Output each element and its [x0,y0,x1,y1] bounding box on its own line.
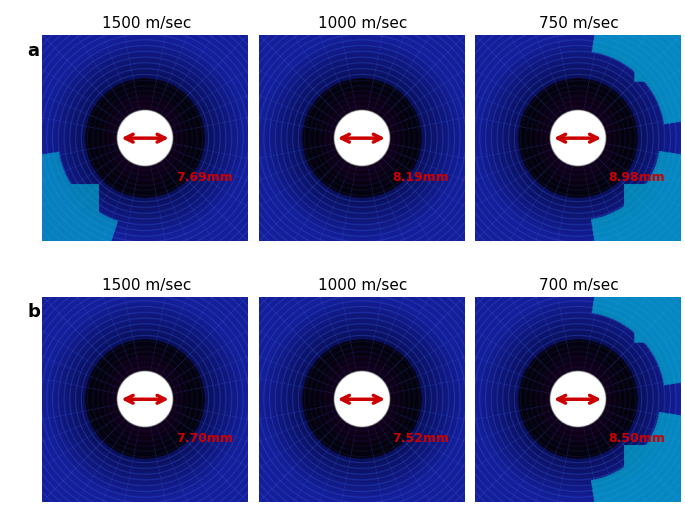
Text: 8.50mm: 8.50mm [608,432,665,445]
Text: 1000 m/sec: 1000 m/sec [318,16,408,31]
Text: a: a [27,42,40,60]
Text: 1500 m/sec: 1500 m/sec [102,16,191,31]
Text: 700 m/sec: 700 m/sec [539,277,619,293]
Text: 8.98mm: 8.98mm [608,171,665,184]
Text: b: b [27,303,40,321]
Text: 7.70mm: 7.70mm [176,432,233,445]
Text: 1500 m/sec: 1500 m/sec [102,277,191,293]
Text: 7.69mm: 7.69mm [176,171,233,184]
Text: 750 m/sec: 750 m/sec [539,16,619,31]
Text: 8.19mm: 8.19mm [392,171,449,184]
Text: 1000 m/sec: 1000 m/sec [318,277,408,293]
Text: 7.52mm: 7.52mm [392,432,449,445]
